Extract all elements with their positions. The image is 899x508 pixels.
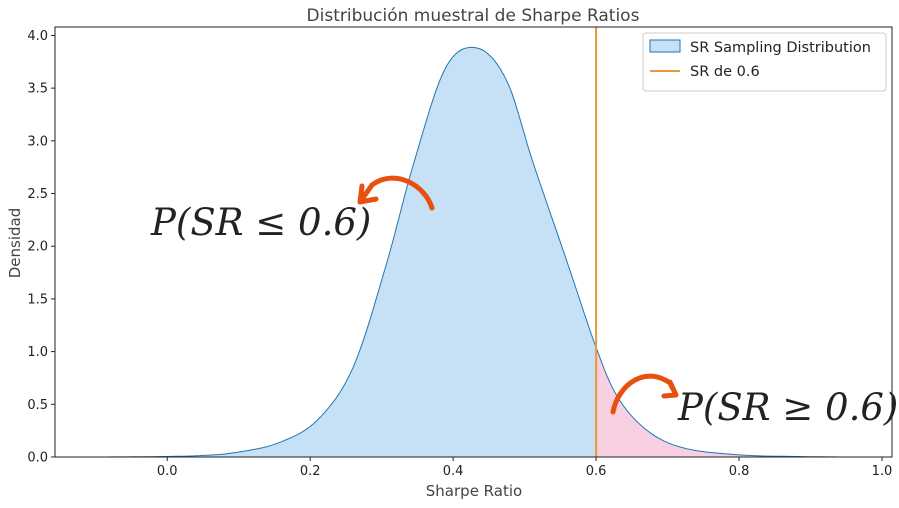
x-tick-label: 0.4 bbox=[443, 464, 464, 479]
annotation-right: P(SR ≥ 0.6) bbox=[677, 386, 898, 429]
x-tick-label: 0.8 bbox=[729, 464, 750, 479]
y-tick-label: 2.0 bbox=[27, 240, 48, 255]
tail-fill bbox=[596, 347, 861, 457]
x-tick-label: 0.0 bbox=[157, 464, 178, 479]
legend-swatch-density bbox=[649, 39, 681, 53]
x-tick-label: 0.2 bbox=[300, 464, 321, 479]
annotation-left: P(SR ≤ 0.6) bbox=[150, 201, 371, 244]
y-tick-label: 1.0 bbox=[27, 345, 48, 360]
x-tick-label: 0.6 bbox=[586, 464, 607, 479]
x-axis: 0.0 0.2 0.4 0.6 0.8 1.0 bbox=[157, 457, 892, 479]
y-tick-label: 2.5 bbox=[27, 187, 48, 202]
arrow-left-icon bbox=[357, 175, 435, 211]
legend-label-density: SR Sampling Distribution bbox=[690, 40, 871, 56]
plot-area bbox=[102, 27, 861, 458]
chart-title: Distribución muestral de Sharpe Ratios bbox=[307, 6, 640, 26]
y-tick-label: 0.5 bbox=[27, 398, 48, 413]
plot-frame bbox=[54, 26, 893, 458]
x-tick-label: 1.0 bbox=[872, 464, 893, 479]
y-tick-label: 0.0 bbox=[27, 451, 48, 466]
density-curve bbox=[102, 46, 861, 458]
legend-label-line: SR de 0.6 bbox=[690, 64, 760, 80]
y-axis-label: Densidad bbox=[6, 208, 24, 279]
arrow-right-icon bbox=[610, 373, 679, 415]
density-fill bbox=[102, 47, 861, 458]
x-axis-label: Sharpe Ratio bbox=[426, 482, 522, 500]
y-tick-label: 4.0 bbox=[27, 29, 48, 44]
y-axis: 0.0 0.5 1.0 1.5 2.0 2.5 3.0 3.5 4.0 bbox=[27, 29, 55, 466]
y-tick-label: 1.5 bbox=[27, 292, 48, 307]
y-tick-label: 3.0 bbox=[27, 134, 48, 149]
legend: SR Sampling Distribution SR de 0.6 bbox=[642, 32, 887, 92]
y-tick-label: 3.5 bbox=[27, 82, 48, 97]
